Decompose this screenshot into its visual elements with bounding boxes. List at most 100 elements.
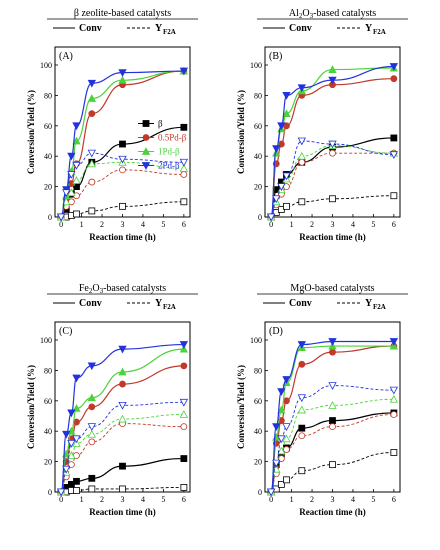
series-legend-marker [142,134,150,141]
conversion-point [297,84,306,93]
conversion-point [88,474,96,482]
y-tick-label: 100 [250,336,262,345]
yield-point [298,198,306,206]
conversion-point [277,122,286,131]
x-tick-label: 0 [59,220,63,229]
legend-conv-label: Conv [289,23,312,34]
yield-point [179,410,189,418]
y-tick-label: 80 [44,91,52,100]
yield-point [282,423,291,431]
conversion-point [180,123,188,131]
y-tick-label: 0 [258,488,262,497]
series-legend-label: 2Pd-β [158,161,180,171]
yield-point [119,485,126,493]
yield-point [73,487,80,494]
y-tick-label: 60 [254,122,262,131]
yield-point [297,394,306,403]
yield-point [118,155,127,164]
conversion-point [67,409,76,418]
yield-point [298,467,306,475]
conversion-point [87,94,96,102]
yield-point [88,178,96,186]
panel-label: (D) [269,326,283,337]
legend-yield-subscript: F2A [163,28,176,36]
yield-point [283,446,290,453]
conversion-point [87,79,96,88]
x-tick-label: 1 [290,220,294,229]
y-tick-label: 40 [254,427,262,436]
y-tick-label: 40 [44,427,52,436]
y-tick-label: 0 [48,488,52,497]
series-4 [56,341,189,497]
yield-point [297,137,306,146]
conversion-point [118,69,127,77]
y-tick-label: 60 [44,397,52,406]
legend-yield-label: Y [155,298,163,309]
yield-point [87,159,96,168]
y-axis-label: Conversion/Yield (%) [236,365,246,449]
conversion-point [180,455,188,462]
yield-point [179,164,189,172]
x-tick-label: 5 [161,220,165,229]
x-tick-label: 2 [310,220,314,229]
y-tick-label: 100 [40,336,52,345]
legend-yield-label: Y [365,298,373,309]
yield-point [277,480,285,488]
y-tick-label: 20 [44,458,52,467]
series-legend-marker [142,120,150,127]
x-tick-label: 1 [80,220,84,229]
yield-point [180,198,188,206]
conversion-point [328,338,337,346]
conversion-point [282,92,291,100]
yield-point [119,202,126,210]
yield-point [119,166,126,174]
yield-point [298,432,306,440]
conversion-point [62,430,71,439]
y-axis-label: Conversion/Yield (%) [236,90,246,174]
x-tick-label: 5 [161,495,165,504]
x-tick-label: 0 [269,220,273,229]
yield-point [298,158,306,166]
yield-point [180,423,188,431]
yield-point [283,202,290,210]
yield-point [389,394,399,403]
yield-point [87,149,96,158]
yield-point [179,158,189,167]
panel-title: Al2O3-based catalysts [289,8,376,20]
conversion-point [298,424,306,432]
yield-point [73,210,80,218]
panel-title: Fe2O3-based catalysts [79,283,166,295]
yield-point [297,151,306,160]
conversion-point [72,122,81,131]
conversion-point [298,360,306,368]
y-tick-label: 20 [254,183,262,192]
x-tick-label: 4 [351,220,355,229]
x-tick-label: 5 [371,495,375,504]
x-tick-label: 3 [121,495,125,504]
legend-conv-label: Conv [289,298,312,309]
y-tick-label: 0 [258,213,262,222]
x-tick-label: 3 [331,220,335,229]
panel-title: β zeolite-based catalysts [74,8,171,19]
x-axis-label: Reaction time (h) [89,507,155,517]
x-tick-label: 6 [182,220,186,229]
conversion-point [73,477,80,485]
y-tick-label: 20 [254,458,262,467]
yield-point [67,439,76,448]
yield-point [277,435,286,444]
yield-curve [60,169,184,218]
series-4 [266,63,399,222]
yield-point [87,423,96,431]
conversion-point [179,341,189,349]
yield-point [62,189,71,198]
yield-point [329,195,336,203]
y-tick-label: 80 [254,91,262,100]
yield-point [266,213,276,222]
x-tick-label: 4 [141,495,145,504]
yield-point [56,488,66,497]
legend-yield-label: Y [155,23,163,34]
y-tick-label: 40 [254,152,262,161]
yield-point [56,213,66,222]
conversion-point [272,423,281,431]
